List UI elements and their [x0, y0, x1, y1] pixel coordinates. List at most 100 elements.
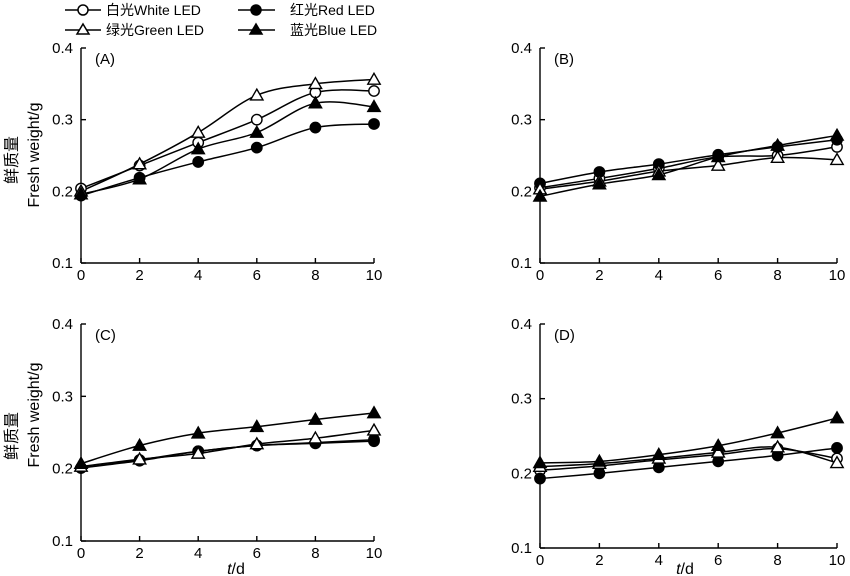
data-point-blue	[249, 419, 265, 433]
data-point-blue	[591, 176, 607, 190]
y-tick-label: 0.3	[52, 112, 73, 129]
panel-label: (A)	[95, 51, 115, 68]
data-point-green	[770, 150, 786, 164]
panel-d: 0.1 0.2 0.3 0.4 0 2 4 6 8 10 (D)	[511, 316, 845, 569]
legend-item-green: 绿光Green LED	[65, 22, 204, 38]
x-tick-label: 10	[366, 545, 383, 562]
panels: 0.1 0.2 0.3 0.4 0 2 4 6 8 10 (A) 0.1 0.2 0.3 0.4 0 2 4 6 8 1…	[52, 40, 845, 569]
series-line-blue	[539, 417, 838, 464]
x-tick-label: 2	[135, 545, 143, 562]
legend-marker-red	[250, 4, 262, 16]
series-line-blue	[80, 101, 375, 195]
x-tick-label: 6	[714, 267, 722, 284]
legend-marker-green	[75, 22, 91, 35]
x-tick-label: 8	[773, 267, 781, 284]
y-axis-title-bottom-cn: 鲜质量	[3, 412, 21, 460]
data-point-blue	[710, 149, 726, 163]
series-line-green	[80, 429, 375, 468]
data-point-green	[190, 445, 206, 459]
data-point-red	[593, 467, 606, 480]
y-tick-label: 0.2	[52, 461, 73, 478]
data-point-white	[368, 85, 380, 97]
data-point-green	[307, 76, 323, 90]
y-axis-title-bottom-en: Fresh weight/g	[26, 363, 43, 468]
y-axis-title-top-en: Fresh weight/g	[26, 103, 43, 208]
y-tick-label: 0.2	[52, 183, 73, 200]
data-point-red	[831, 442, 843, 454]
data-point-green	[249, 87, 265, 101]
data-point-green	[770, 439, 786, 453]
x-tick-label: 10	[366, 267, 383, 284]
data-point-blue	[591, 453, 607, 467]
data-point-red	[250, 141, 263, 154]
data-point-green	[366, 71, 382, 85]
x-tick-label: 10	[829, 267, 846, 284]
x-tick-label: 8	[773, 552, 781, 569]
panel-label: (D)	[554, 327, 575, 344]
legend-item-white: 白光White LED	[65, 2, 201, 18]
x-tick-label: 4	[655, 552, 663, 569]
y-tick-label: 0.2	[511, 465, 532, 482]
series-line-white	[539, 146, 838, 189]
legend-label-blue: 蓝光Blue LED	[290, 22, 377, 38]
data-point-green	[132, 451, 148, 465]
data-point-blue	[532, 188, 548, 202]
x-tick-label: 0	[77, 545, 85, 562]
x-tick-label: 0	[536, 552, 544, 569]
data-point-blue	[829, 127, 845, 141]
x-axis-title-left: t/d	[227, 561, 245, 576]
series-line-red	[80, 440, 375, 469]
x-tick-label: 6	[253, 545, 261, 562]
panel-label: (C)	[95, 327, 116, 344]
x-axis-title-left-rest: /d	[232, 561, 245, 576]
data-point-red	[534, 472, 546, 485]
series-line-red	[80, 123, 375, 197]
data-point-blue	[73, 455, 89, 469]
legend-label-red: 红光Red LED	[290, 2, 375, 18]
legend-item-blue: 蓝光Blue LED	[238, 22, 377, 38]
data-point-red	[309, 121, 322, 134]
x-axis-title-right-italic: t	[676, 561, 681, 576]
data-point-blue	[710, 438, 726, 452]
series-line-blue	[80, 412, 375, 465]
x-tick-label: 8	[311, 545, 319, 562]
data-point-blue	[132, 171, 148, 185]
x-axis-title-right-rest: /d	[681, 561, 694, 576]
data-point-green	[307, 430, 323, 444]
data-point-blue	[190, 141, 206, 155]
y-tick-label: 0.4	[52, 40, 73, 57]
data-point-green	[366, 422, 382, 436]
y-tick-label: 0.3	[52, 388, 73, 405]
y-tick-label: 0.1	[52, 255, 73, 272]
x-tick-label: 0	[77, 267, 85, 284]
y-tick-label: 0.3	[511, 391, 532, 408]
data-point-blue	[770, 425, 786, 439]
panel-a: 0.1 0.2 0.3 0.4 0 2 4 6 8 10 (A)	[52, 40, 382, 284]
legend-marker-white	[77, 4, 89, 16]
x-tick-label: 2	[595, 552, 603, 569]
legend-item-red: 红光Red LED	[238, 2, 375, 18]
data-point-blue	[366, 405, 382, 419]
y-tick-label: 0.4	[511, 316, 532, 333]
x-tick-label: 2	[595, 267, 603, 284]
x-axis-title-right: t/d	[676, 561, 694, 576]
legend-marker-blue	[248, 22, 264, 35]
x-tick-label: 4	[194, 545, 202, 562]
series-line-red	[539, 447, 838, 480]
series-line-green	[80, 78, 375, 193]
series-line-white	[80, 438, 375, 469]
legend-label-white: 白光White LED	[106, 2, 201, 18]
data-point-blue	[190, 425, 206, 439]
y-tick-label: 0.1	[511, 255, 532, 272]
data-point-blue	[770, 137, 786, 151]
legend: 白光White LED 红光Red LED 绿光Green LED 蓝光Blue…	[65, 2, 377, 38]
x-axis-title-left-italic: t	[227, 561, 232, 576]
data-point-green	[829, 152, 845, 166]
data-point-green	[132, 156, 148, 170]
data-point-blue	[307, 411, 323, 425]
data-point-blue	[307, 95, 323, 109]
panel-b: 0.1 0.2 0.3 0.4 0 2 4 6 8 10 (B)	[511, 40, 845, 284]
y-tick-label: 0.2	[511, 183, 532, 200]
x-tick-label: 6	[253, 267, 261, 284]
